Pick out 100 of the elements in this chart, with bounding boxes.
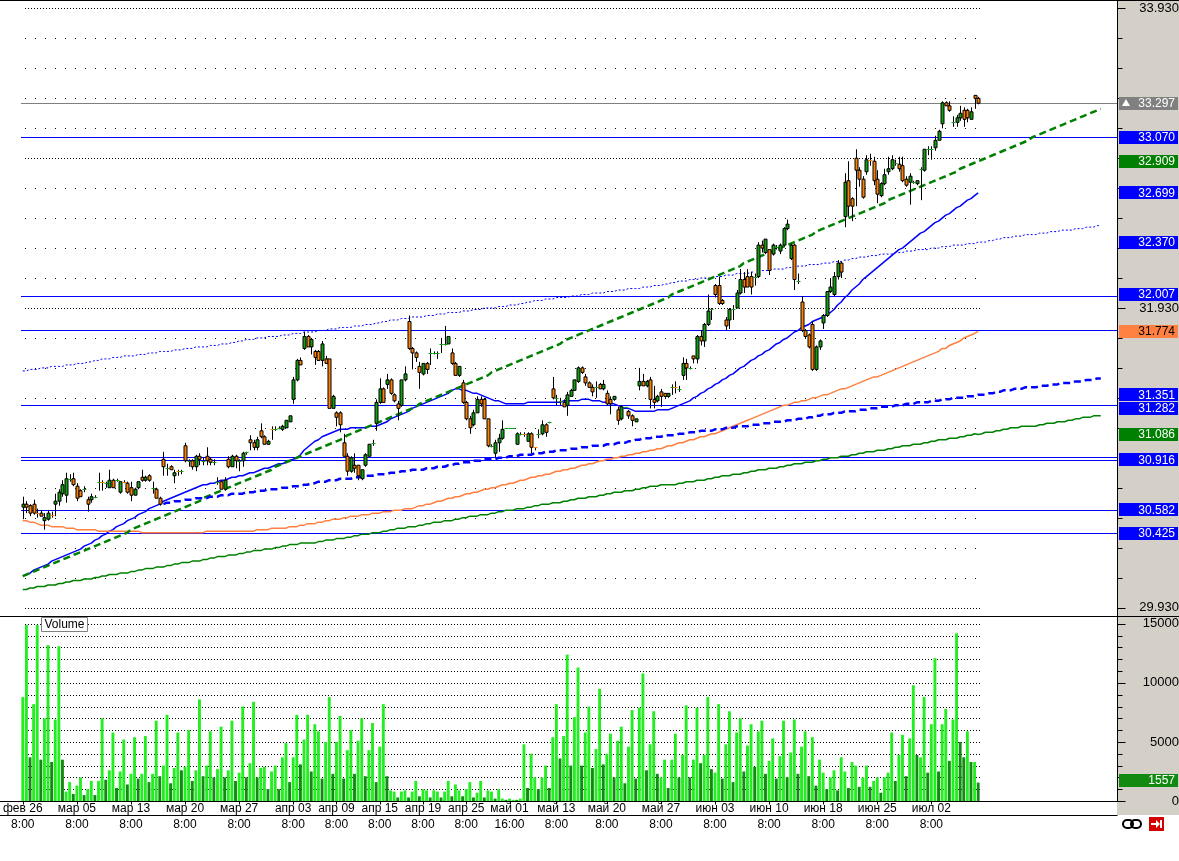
bar	[846, 788, 850, 801]
bar	[342, 778, 346, 801]
bar	[482, 797, 486, 801]
bar	[349, 730, 353, 801]
bar	[544, 765, 548, 801]
bar	[782, 720, 785, 801]
bar	[212, 777, 216, 801]
bar	[836, 790, 840, 801]
y-tick-label: 5000	[1150, 733, 1179, 749]
bar	[190, 780, 194, 801]
x-tick-label: май 13 8:00	[537, 800, 576, 831]
bar	[234, 780, 237, 801]
bar	[609, 733, 612, 801]
bar	[879, 792, 883, 801]
bar	[133, 737, 137, 801]
bar	[154, 720, 158, 801]
x-tick-label: апр 03 8:00	[274, 800, 312, 831]
bar	[565, 654, 569, 801]
bar	[288, 782, 292, 801]
bar	[68, 782, 72, 801]
bar	[35, 625, 39, 801]
bar	[955, 633, 959, 801]
bar	[792, 719, 796, 801]
bar	[71, 793, 75, 801]
bar	[273, 765, 277, 801]
bar	[641, 673, 645, 801]
candlestick	[439, 337, 444, 354]
bar	[479, 780, 483, 801]
bar	[554, 704, 558, 801]
bar	[111, 732, 115, 801]
bar	[385, 776, 389, 801]
bar	[854, 765, 858, 801]
bar	[104, 779, 108, 801]
bar	[915, 754, 919, 801]
bar	[760, 720, 764, 801]
bar	[158, 776, 162, 801]
bar	[976, 782, 980, 801]
bar	[706, 697, 710, 801]
bar	[922, 697, 926, 801]
x-tick-label: мар 13 8:00	[111, 800, 151, 831]
candlestick	[151, 481, 156, 495]
bar	[61, 759, 64, 801]
bar	[446, 780, 450, 801]
bar	[428, 797, 432, 801]
bar	[904, 776, 908, 801]
bar	[241, 706, 245, 801]
bar	[50, 762, 54, 801]
bar	[298, 764, 302, 801]
bar	[252, 701, 255, 801]
bar	[93, 795, 97, 801]
x-tick-label: июн 10 8:00	[749, 800, 789, 831]
bar	[796, 773, 800, 801]
y-tick-label: 10000	[1142, 674, 1179, 690]
y-tick-label: 15000	[1142, 615, 1179, 631]
bar	[872, 780, 876, 801]
bar	[176, 732, 180, 801]
bar	[338, 715, 342, 801]
bar	[198, 699, 201, 801]
bar	[720, 778, 724, 801]
bar	[100, 718, 104, 801]
bar	[255, 777, 259, 801]
bar	[187, 730, 191, 801]
bar	[947, 760, 951, 801]
bar	[89, 780, 93, 801]
bar	[965, 731, 969, 801]
bar	[472, 797, 475, 801]
bar	[666, 788, 670, 801]
bar	[684, 705, 688, 801]
bar	[655, 773, 659, 801]
bar	[79, 777, 82, 801]
bar	[244, 777, 248, 801]
bar	[601, 764, 605, 801]
bar	[201, 776, 205, 801]
bar	[580, 765, 584, 801]
text: 1557	[1148, 772, 1176, 787]
bar	[771, 738, 775, 801]
bar	[893, 780, 897, 801]
bar	[645, 770, 648, 801]
bar	[937, 771, 940, 801]
x-tick-label: май 01 16:00	[490, 800, 529, 831]
x-tick-label: июн 25 8:00	[857, 800, 898, 831]
bar	[619, 726, 623, 801]
bar	[115, 788, 118, 801]
bar	[709, 769, 713, 801]
bar	[839, 757, 843, 801]
bar	[810, 737, 814, 801]
bar	[926, 772, 930, 801]
bar	[742, 771, 746, 801]
bar	[857, 786, 861, 801]
bar	[803, 731, 807, 801]
bar	[569, 765, 573, 801]
bar	[179, 770, 183, 801]
x-tick-label: май 20 8:00	[587, 800, 627, 831]
x-tick-label: апр 09 8:00	[318, 800, 356, 831]
bar	[208, 731, 212, 801]
bar	[634, 778, 638, 801]
x-tick-label: июл 02 8:00	[911, 800, 952, 831]
bar	[432, 790, 436, 801]
bar	[223, 777, 227, 801]
x-tick-label: май 27 8:00	[641, 800, 681, 831]
